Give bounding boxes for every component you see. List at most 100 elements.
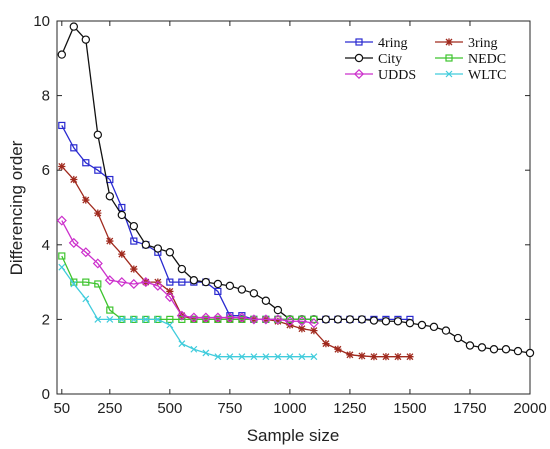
data-point [130,265,138,273]
data-point [226,353,234,361]
data-point [310,326,318,335]
series-layer [56,22,535,361]
data-point [200,312,211,323]
data-point [465,341,475,350]
data-point [272,314,283,325]
legend-swatch-marker [445,38,453,46]
data-point [128,278,139,290]
legend-label: 3ring [468,36,498,51]
data-point [188,312,199,323]
y-tick-label: 10 [33,13,50,30]
legend-swatch-marker [445,54,453,62]
legend-entry-udds: UDDS [345,68,416,83]
data-point [286,353,294,361]
x-tick-label: 500 [157,400,182,417]
data-point [405,318,415,328]
legend-label: WLTC [468,68,506,83]
data-point [189,276,199,285]
data-point [274,317,282,325]
series-line-udds [61,220,315,324]
data-point [525,348,535,358]
data-point [178,315,186,323]
data-point [382,353,390,361]
data-point [176,310,187,321]
data-point [406,353,414,361]
data-point [260,314,271,325]
y-axis-label: Differencing order [7,140,26,275]
data-point [94,280,102,288]
y-tick-label: 6 [42,162,50,179]
data-point [166,278,174,286]
legend-entry-3ring: 3ring [435,36,498,51]
x-tick-label: 1250 [333,400,366,417]
data-point [308,318,319,329]
data-point [322,340,330,348]
legend: 4ring 3ring City NEDC UDDS WLTC [345,36,506,83]
data-point [106,237,114,245]
data-point [298,353,306,361]
data-point [237,285,247,294]
data-point [70,175,78,184]
series-udds [56,215,319,329]
axis-ticks: 50 250 500 750 1000 1250 1500 1750 2000 0 2 4 6 8 10 [33,13,546,417]
data-point [104,275,115,286]
data-point [164,291,175,303]
data-point [142,315,150,323]
data-point [513,346,523,356]
data-point [58,263,66,271]
data-point [118,315,126,323]
x-tick-label: 50 [53,400,70,417]
data-point [105,192,115,201]
data-point [321,315,331,324]
data-point [201,277,211,287]
data-point [118,203,126,212]
legend-label: NEDC [468,52,506,67]
x-tick-label: 1000 [273,400,306,417]
data-point [298,325,306,333]
data-point [358,352,366,360]
data-point [177,264,187,274]
data-point [369,316,379,325]
legend-swatch-marker [354,53,364,63]
data-point [166,287,174,296]
data-point [154,315,162,323]
data-point [82,159,90,167]
data-point [261,296,271,305]
data-point [381,317,391,326]
data-point [56,215,67,226]
data-point [248,314,259,325]
data-point [394,353,402,361]
data-point [70,278,78,286]
data-point [94,166,102,174]
data-point [118,250,126,258]
x-tick-label: 2000 [513,400,546,417]
x-axis-label: Sample size [247,426,340,445]
data-point [345,315,355,324]
data-point [477,343,487,352]
data-point [202,349,210,357]
data-point [213,279,223,289]
data-point [141,240,151,249]
data-point [92,258,103,269]
data-point [501,345,511,354]
legend-label: UDDS [378,68,416,83]
legend-swatch-marker [353,68,365,80]
data-point [357,315,367,324]
data-point [334,345,342,353]
data-point [284,316,295,327]
data-point [69,22,79,31]
data-point [417,320,427,330]
data-point [236,312,247,323]
data-point [274,353,282,361]
data-point [441,326,451,335]
data-point [190,345,198,353]
data-point [58,252,66,260]
data-point [346,351,354,359]
data-point [116,277,127,288]
legend-swatch-marker [355,38,363,46]
y-tick-label: 4 [42,237,50,254]
data-point [310,315,318,323]
data-point [214,287,222,296]
data-point [94,209,102,217]
data-point [250,353,258,361]
